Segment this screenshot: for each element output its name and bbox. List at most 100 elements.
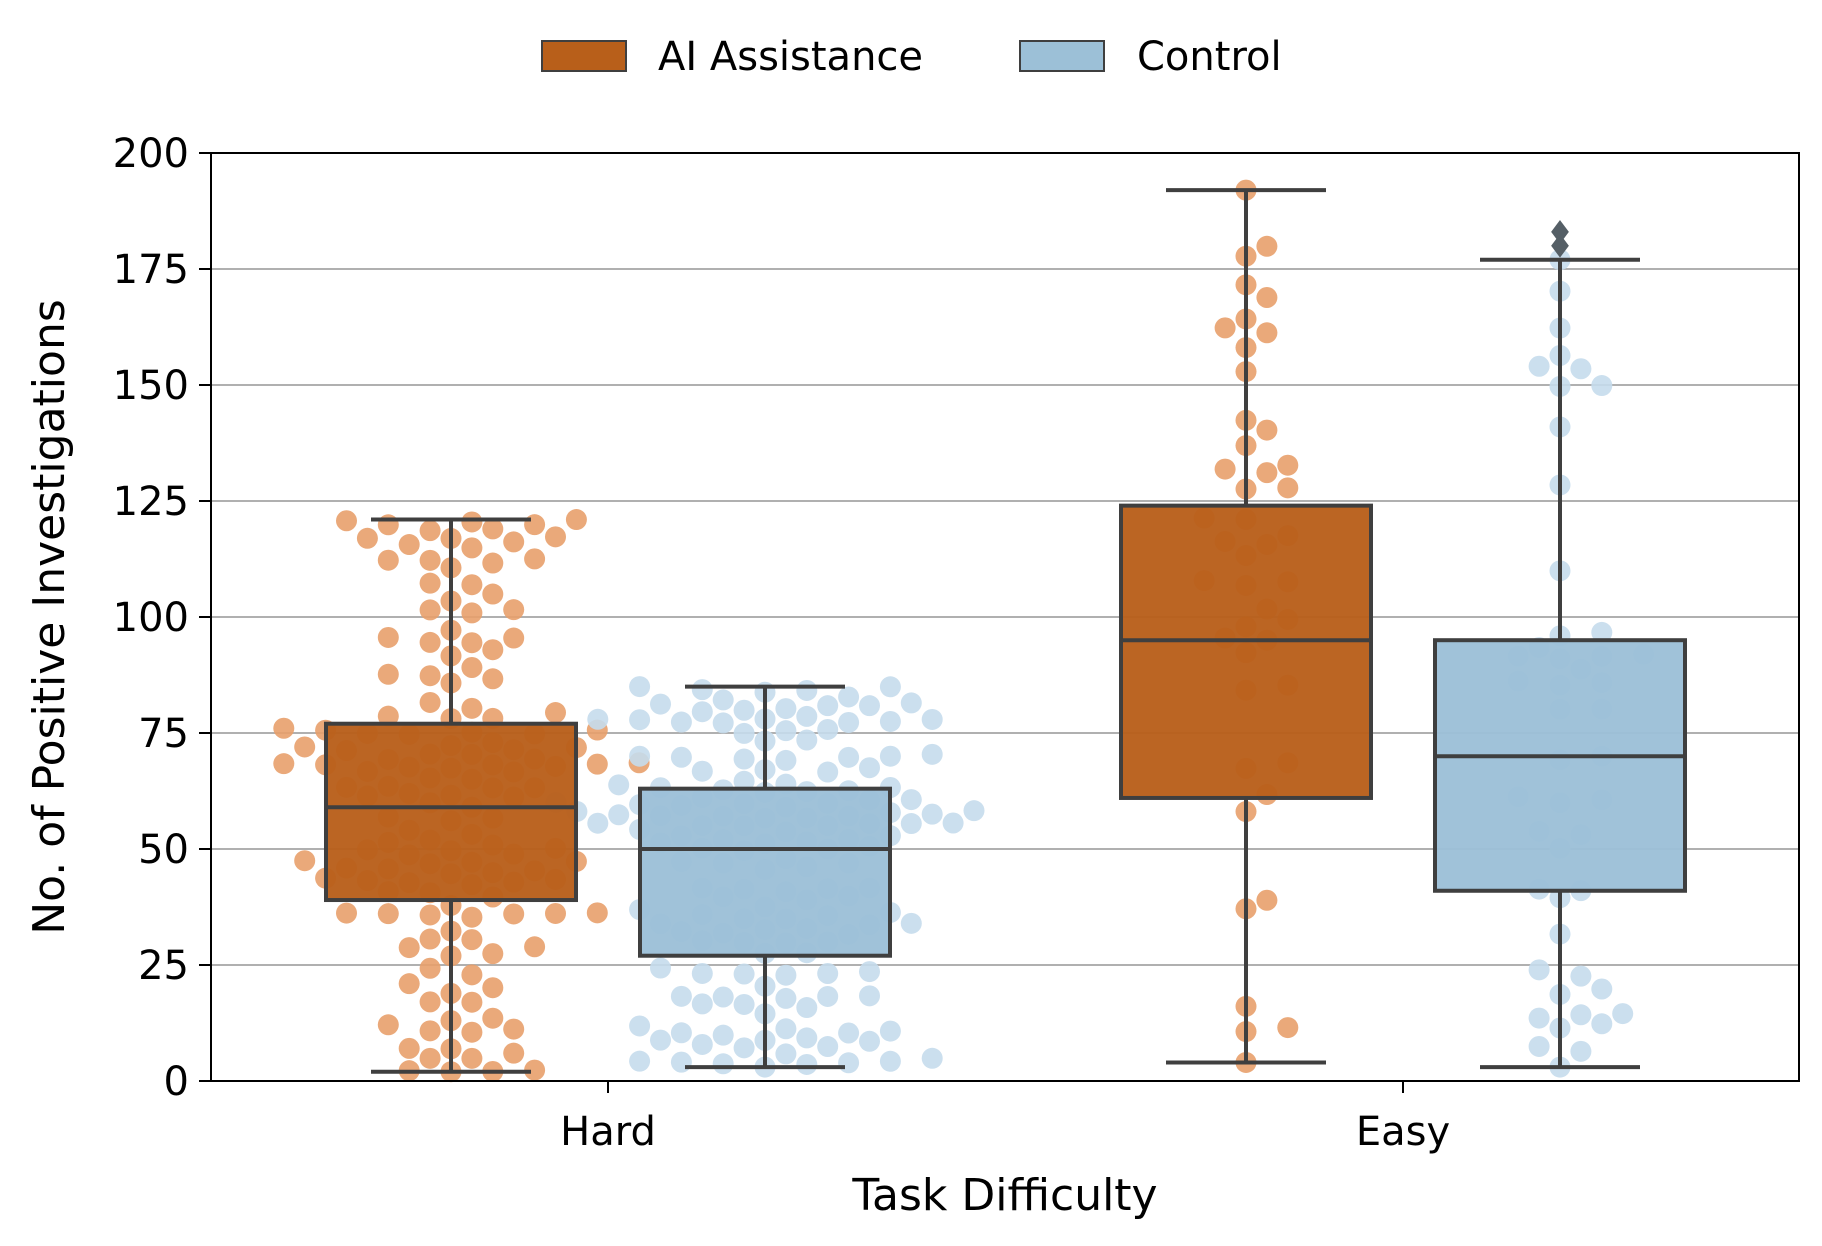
- swarm-point-ai-assistance-easy-30: [1214, 458, 1236, 480]
- swarm-point-ai-assistance-easy-33: [1256, 419, 1278, 441]
- swarm-point-control-hard-92: [942, 812, 964, 834]
- swarm-point-control-hard-131: [921, 743, 943, 765]
- swarm-point-control-hard-51: [900, 912, 922, 934]
- swarm-point-control-hard-36: [859, 961, 880, 983]
- swarm-point-control-hard-23: [796, 997, 818, 1019]
- swarm-point-control-hard-4: [670, 1051, 692, 1073]
- swarm-point-ai-assistance-hard-10: [419, 1020, 441, 1042]
- swarm-point-ai-assistance-hard-8: [398, 1037, 420, 1059]
- swarm-point-ai-assistance-hard-137: [461, 537, 483, 559]
- swarm-point-ai-assistance-hard-97: [294, 736, 316, 758]
- swarm-point-control-hard-120: [733, 770, 755, 792]
- swarm-point-ai-assistance-hard-123: [377, 626, 399, 648]
- swarm-point-control-hard-9: [733, 1037, 755, 1059]
- y-tick-label-0: 0: [164, 1059, 189, 1105]
- swarm-point-control-hard-158: [879, 676, 901, 698]
- swarm-point-control-hard-135: [775, 720, 797, 742]
- swarm-point-control-easy-42: [1570, 358, 1592, 380]
- y-tick-label-175: 175: [113, 247, 189, 293]
- swarm-point-control-hard-142: [921, 708, 943, 730]
- box-ai-assistance-hard: [324, 721, 578, 903]
- swarm-point-control-easy-10: [1570, 965, 1592, 987]
- swarm-point-control-easy-11: [1528, 959, 1550, 981]
- swarm-point-ai-assistance-hard-126: [419, 599, 441, 621]
- legend: AI Assistance Control: [541, 34, 1282, 80]
- swarm-point-ai-assistance-hard-54: [294, 850, 316, 872]
- y-axis-ticks: 0 25 50 75 100 125 150 175 200: [113, 131, 211, 1105]
- swarm-point-ai-assistance-hard-6: [503, 1042, 525, 1064]
- swarm-point-ai-assistance-easy-43: [1256, 235, 1278, 257]
- swarm-point-control-hard-30: [859, 985, 880, 1007]
- swarm-point-control-easy-43: [1528, 355, 1550, 377]
- swarm-point-ai-assistance-hard-135: [377, 549, 399, 571]
- box-ai-assistance-easy: [1119, 503, 1373, 800]
- swarm-point-control-hard-128: [670, 746, 692, 768]
- swarm-point-control-hard-5: [879, 1050, 901, 1072]
- swarm-point-control-easy-5: [1528, 1007, 1550, 1029]
- swarm-point-ai-assistance-hard-24: [398, 937, 420, 959]
- swarm-point-control-hard-129: [879, 745, 901, 767]
- swarm-point-ai-assistance-easy-28: [1277, 477, 1299, 499]
- swarm-point-ai-assistance-hard-143: [419, 520, 441, 542]
- swarm-point-ai-assistance-hard-125: [461, 602, 483, 624]
- swarm-point-ai-assistance-hard-20: [461, 964, 483, 986]
- swarm-point-ai-assistance-hard-9: [461, 1021, 483, 1043]
- swarm-point-ai-assistance-hard-147: [461, 511, 483, 533]
- swarm-point-ai-assistance-hard-15: [461, 991, 483, 1013]
- swarm-point-ai-assistance-hard-148: [336, 510, 357, 532]
- swarm-point-control-hard-20: [775, 1018, 797, 1040]
- swarm-point-ai-assistance-hard-112: [419, 691, 441, 713]
- box-control-easy: [1433, 638, 1687, 893]
- y-tick-label-50: 50: [138, 827, 189, 873]
- swarm-point-ai-assistance-hard-25: [524, 936, 546, 958]
- swarm-point-control-hard-27: [712, 986, 734, 1008]
- swarm-point-ai-assistance-hard-138: [398, 534, 420, 556]
- swarm-point-ai-assistance-hard-30: [419, 904, 441, 926]
- swarm-point-control-hard-99: [921, 803, 943, 825]
- swarm-point-control-hard-147: [733, 699, 755, 721]
- swarm-point-control-hard-139: [670, 711, 692, 733]
- swarm-point-ai-assistance-hard-11: [503, 1018, 525, 1040]
- swarm-point-ai-assistance-hard-4: [461, 1047, 483, 1069]
- swarm-point-ai-assistance-hard-142: [545, 526, 566, 548]
- swarm-point-ai-assistance-hard-21: [419, 957, 441, 979]
- swarm-point-control-easy-2: [1528, 1035, 1550, 1057]
- swarm-point-control-hard-110: [900, 789, 922, 811]
- swarm-point-control-hard-153: [712, 689, 734, 711]
- outlier-control-easy-0: [1551, 233, 1569, 258]
- swarm-point-ai-assistance-hard-139: [503, 531, 525, 553]
- swarm-point-control-easy-6: [1570, 1004, 1592, 1026]
- swarm-point-ai-assistance-hard-145: [377, 514, 399, 536]
- swarm-point-ai-assistance-hard-127: [503, 599, 525, 621]
- box-control-hard: [638, 786, 892, 958]
- swarm-point-ai-assistance-hard-14: [482, 1007, 504, 1029]
- swarm-point-control-hard-6: [629, 1050, 651, 1072]
- swarm-point-ai-assistance-hard-33: [545, 902, 566, 924]
- swarm-point-control-hard-15: [796, 1027, 818, 1049]
- legend-swatch-control: [1019, 40, 1105, 72]
- swarm-point-ai-assistance-easy-37: [1256, 322, 1278, 344]
- swarm-point-control-hard-137: [712, 712, 734, 734]
- swarm-point-control-hard-37: [650, 957, 671, 979]
- swarm-point-control-hard-14: [650, 1029, 671, 1051]
- swarm-point-control-hard-141: [629, 709, 651, 731]
- swarm-point-control-hard-121: [817, 761, 839, 783]
- swarm-points: [273, 179, 1655, 1083]
- swarm-point-control-hard-35: [691, 962, 713, 984]
- swarm-point-ai-assistance-hard-146: [524, 514, 546, 536]
- swarm-point-ai-assistance-hard-149: [565, 509, 587, 531]
- swarm-point-ai-assistance-hard-119: [482, 639, 504, 661]
- swarm-point-ai-assistance-hard-133: [482, 552, 504, 574]
- swarm-point-ai-assistance-hard-31: [503, 903, 525, 925]
- swarm-point-control-hard-148: [775, 698, 797, 720]
- swarm-point-ai-assistance-hard-121: [419, 631, 441, 653]
- swarm-point-control-hard-156: [796, 679, 818, 701]
- swarm-point-ai-assistance-hard-122: [503, 627, 525, 649]
- swarm-point-control-easy-36: [1591, 621, 1613, 643]
- swarm-point-ai-assistance-hard-134: [419, 549, 441, 571]
- y-axis-title: No. of Positive Investigations: [24, 299, 75, 935]
- swarm-point-control-hard-17: [838, 1022, 860, 1044]
- swarm-point-control-hard-11: [691, 1033, 713, 1055]
- swarm-point-ai-assistance-hard-144: [482, 518, 504, 540]
